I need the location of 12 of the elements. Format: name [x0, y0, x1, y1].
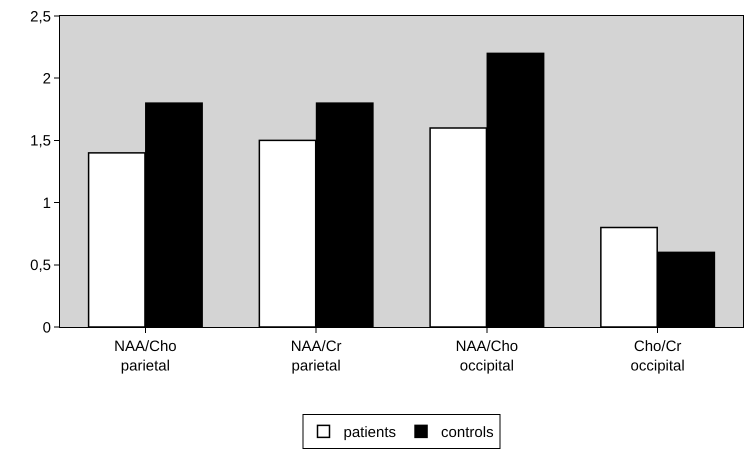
y-tick-label: 2,5 [30, 8, 51, 26]
y-tick-label: 1 [42, 194, 51, 212]
legend-label: patients [344, 424, 396, 442]
y-tick-label: 2 [42, 70, 51, 88]
x-tick-label: NAA/Cho parietal [114, 338, 177, 374]
y-tick-label: 0 [42, 319, 51, 336]
x-tick-label: NAA/Cho occipital [456, 338, 518, 374]
y-tick-label: 0,5 [30, 257, 51, 274]
legend-label: controls [441, 424, 494, 442]
y-tick-label: 1,5 [30, 132, 51, 150]
x-tick-label: Cho/Cr occipital [630, 338, 685, 374]
x-tick-label: NAA/Cr parietal [290, 338, 342, 374]
